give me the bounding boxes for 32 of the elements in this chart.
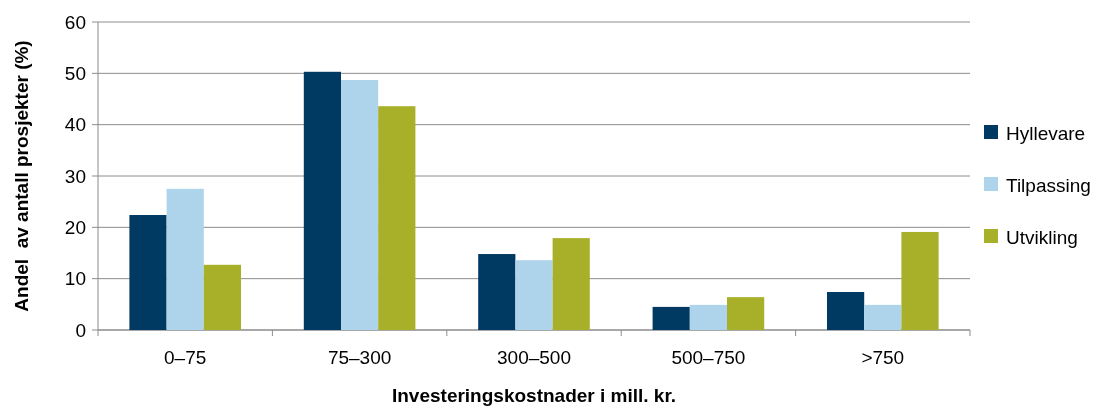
x-tick-label: 0–75: [164, 347, 207, 368]
legend-label: Utvikling: [1006, 226, 1078, 248]
bar: [652, 306, 690, 330]
bar: [901, 231, 939, 330]
bar: [552, 238, 590, 330]
bar: [303, 71, 341, 330]
bar: [864, 304, 902, 330]
y-tick-label: 50: [64, 62, 86, 84]
y-axis-title: Andel av antall prosjekter (%): [11, 40, 32, 312]
legend-label: Hyllevare: [1006, 122, 1086, 144]
y-tick-label: 30: [64, 165, 86, 187]
bar: [689, 304, 727, 330]
bar: [341, 80, 379, 330]
bar: [129, 215, 167, 330]
bar: [727, 297, 765, 330]
bar: [478, 254, 516, 330]
bar: [378, 106, 416, 330]
y-tick-label: 10: [64, 268, 86, 290]
bar: [515, 260, 553, 330]
y-tick-label: 40: [64, 114, 86, 136]
y-tick-label: 60: [64, 11, 86, 33]
x-tick-label: 500–750: [671, 347, 746, 368]
y-tick-label: 0: [75, 319, 86, 341]
x-tick-label: >750: [861, 347, 905, 368]
x-axis-title: Investeringskostnader i mill. kr.: [391, 385, 677, 406]
legend-label: Tilpassing: [1006, 174, 1091, 196]
bar: [166, 188, 204, 330]
y-tick-label: 20: [64, 216, 86, 238]
bar: [826, 292, 865, 330]
x-tick-label: 75–300: [327, 347, 392, 368]
x-tick-label: 300–500: [497, 347, 571, 368]
bar: [203, 264, 242, 330]
